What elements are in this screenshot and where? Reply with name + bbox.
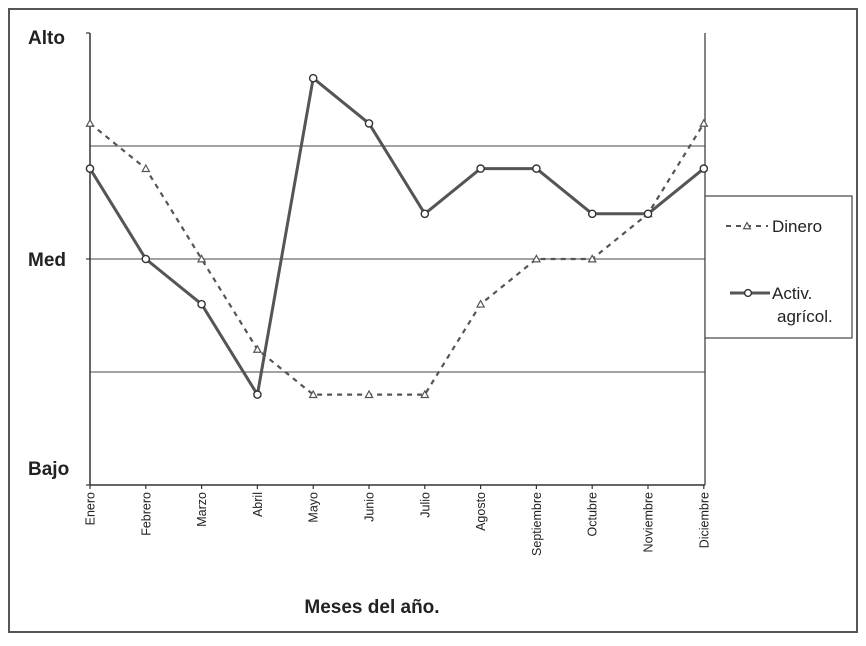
data-point-1-10: [643, 209, 653, 219]
data-point-0-4: [308, 389, 318, 399]
legend-label-activ-line1: Activ.: [772, 284, 812, 303]
y-tick-label: Alto: [28, 28, 65, 49]
data-point-0-2: [196, 254, 207, 263]
series-line-0: [89, 122, 705, 396]
x-tick-label: Junio: [363, 492, 377, 522]
x-axis-title: Meses del año.: [304, 597, 439, 618]
legend-label-activ-line2: agrícol.: [777, 307, 833, 326]
x-tick-label: Febrero: [139, 492, 153, 536]
legend-box: [704, 195, 853, 339]
legend-marker-dinero: [742, 221, 752, 230]
y-tick-label: Bajo: [28, 459, 69, 480]
data-point-1-1: [141, 254, 151, 264]
series-line-1: [88, 76, 705, 397]
data-point-0-7: [475, 299, 486, 308]
x-tick-label: Diciembre: [697, 492, 711, 548]
data-point-0-11: [699, 118, 709, 127]
x-tick-label: Agosto: [474, 492, 488, 531]
x-tick-label: Julio: [418, 492, 432, 518]
y-tick-label: Med: [28, 250, 66, 271]
data-point-1-0: [85, 164, 95, 173]
data-point-1-9: [587, 209, 597, 219]
data-point-0-6: [420, 389, 430, 399]
x-tick-label: Marzo: [195, 492, 209, 527]
legend: Dinero Activ. agrícol.: [704, 195, 853, 339]
data-point-1-6: [420, 209, 430, 219]
data-point-1-4: [308, 73, 318, 83]
data-point-0-3: [252, 344, 263, 353]
x-tick-label: Septiembre: [530, 492, 544, 556]
data-point-0-9: [587, 254, 597, 263]
legend-marker-activ: [743, 288, 753, 298]
data-point-0-0: [85, 118, 95, 127]
x-tick-label: Abril: [251, 492, 265, 517]
x-tick-label: Enero: [84, 492, 98, 525]
data-point-0-8: [531, 254, 542, 263]
data-point-0-1: [141, 163, 151, 173]
x-tick-label: Noviembre: [642, 492, 656, 552]
data-point-1-2: [197, 299, 206, 309]
data-point-1-8: [532, 164, 541, 173]
x-tick-label: Mayo: [307, 492, 321, 523]
data-point-1-5: [364, 119, 374, 128]
data-point-1-11: [699, 164, 709, 173]
legend-label-dinero: Dinero: [772, 217, 822, 236]
data-point-0-5: [364, 389, 374, 399]
data-point-1-7: [476, 164, 485, 173]
x-tick-label: Octubre: [586, 492, 600, 537]
data-point-1-3: [253, 390, 262, 399]
